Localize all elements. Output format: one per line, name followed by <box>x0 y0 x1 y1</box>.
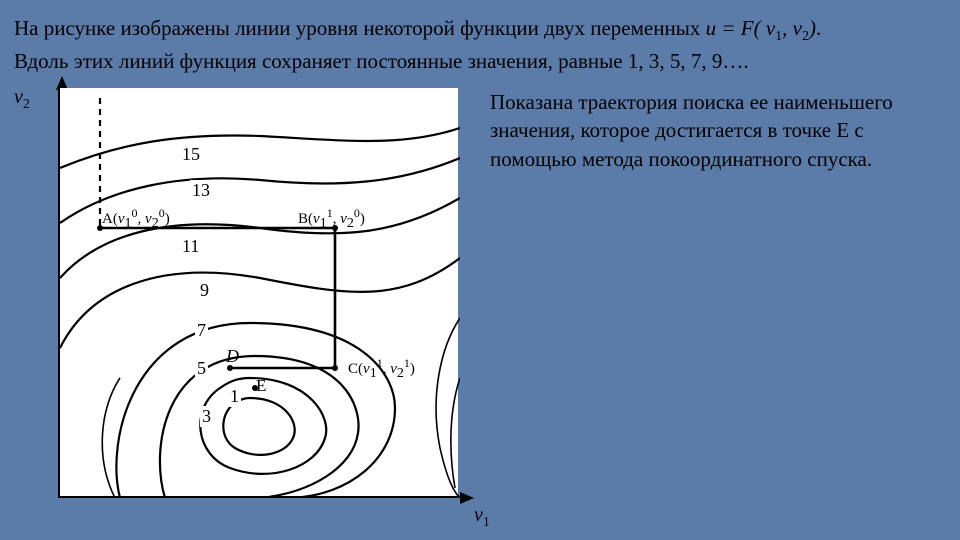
level-3: 3 <box>200 406 213 427</box>
arrow-x-icon <box>460 492 474 504</box>
header-func: u = F( v1, v2) <box>706 16 816 40</box>
point-b-label: B(v11, v20) <box>298 206 365 232</box>
point-a-label: A(v10, v20) <box>102 206 170 232</box>
contour-lines <box>60 88 460 498</box>
contour-diagram: v2 v1 <box>8 78 508 538</box>
level-5: 5 <box>195 358 208 379</box>
header-end: . <box>816 16 821 40</box>
header-line2: Вдоль этих линий функция сохраняет посто… <box>14 49 749 73</box>
header-text: На рисунке изображены линии уровня некот… <box>14 14 946 75</box>
axis-v1-label: v1 <box>474 504 490 531</box>
side-description: Показана траектория поиска ее наименьшег… <box>490 88 950 173</box>
point-e-label: E <box>256 376 266 396</box>
plot-canvas: 15 13 11 9 7 5 3 1 A(v10, v20) B(v11, v2… <box>58 88 458 498</box>
level-15: 15 <box>180 144 202 165</box>
level-9: 9 <box>198 280 211 301</box>
level-11: 11 <box>180 236 201 257</box>
point-c-label: C(v11, v21) <box>348 356 415 382</box>
point-d-label: D <box>226 346 239 367</box>
level-1: 1 <box>228 386 241 407</box>
axis-v2-label: v2 <box>14 86 30 113</box>
level-13: 13 <box>190 180 212 201</box>
header-line1: На рисунке изображены линии уровня некот… <box>14 16 706 40</box>
level-7: 7 <box>195 320 208 341</box>
